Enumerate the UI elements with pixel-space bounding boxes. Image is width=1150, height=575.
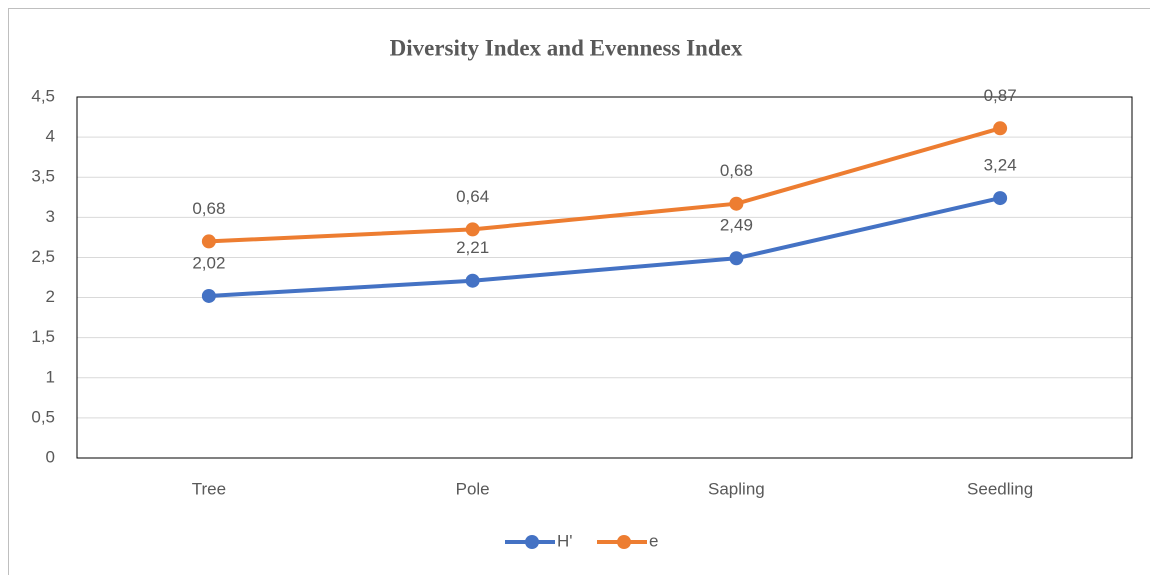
point-marker	[993, 191, 1008, 206]
y-tick-label: 4,5	[31, 86, 55, 105]
data-label: 2,02	[192, 253, 225, 272]
plot-frame	[76, 96, 1133, 459]
data-label: 0,68	[720, 161, 753, 180]
y-tick-label: 2,5	[31, 247, 55, 266]
point-marker	[201, 288, 216, 303]
y-tick-label: 4	[46, 127, 55, 146]
data-label: 0,64	[456, 187, 489, 206]
y-tick-label: 1	[46, 367, 55, 386]
point-marker	[201, 234, 216, 249]
y-tick-label: 0	[46, 447, 55, 466]
x-tick-label: Tree	[192, 479, 226, 498]
y-tick-label: 1,5	[31, 327, 55, 346]
data-label: 2,21	[456, 238, 489, 257]
y-tick-label: 3	[46, 207, 55, 226]
point-marker	[465, 273, 480, 288]
x-tick-label: Pole	[456, 479, 490, 498]
chart-title: Diversity Index and Evenness Index	[390, 35, 743, 60]
point-marker	[729, 251, 744, 266]
series-line	[208, 126, 1001, 244]
series-line	[208, 196, 1001, 298]
y-tick-label: 2	[46, 287, 55, 306]
x-tick-label: Seedling	[967, 479, 1033, 498]
point-marker	[465, 222, 480, 237]
legend-label: H'	[557, 531, 573, 550]
legend-marker	[525, 535, 539, 549]
data-label: 0,68	[192, 199, 225, 218]
y-tick-label: 3,5	[31, 167, 55, 186]
chart-frame	[8, 8, 1150, 575]
legend-label: e	[649, 531, 658, 550]
data-label: 2,49	[720, 216, 753, 235]
point-marker	[993, 121, 1008, 136]
legend-marker	[617, 535, 631, 549]
x-tick-label: Sapling	[708, 479, 765, 498]
data-label: 3,24	[984, 156, 1017, 175]
point-marker	[729, 196, 744, 211]
data-label: 0,87	[984, 86, 1017, 105]
y-tick-label: 0,5	[31, 407, 55, 426]
